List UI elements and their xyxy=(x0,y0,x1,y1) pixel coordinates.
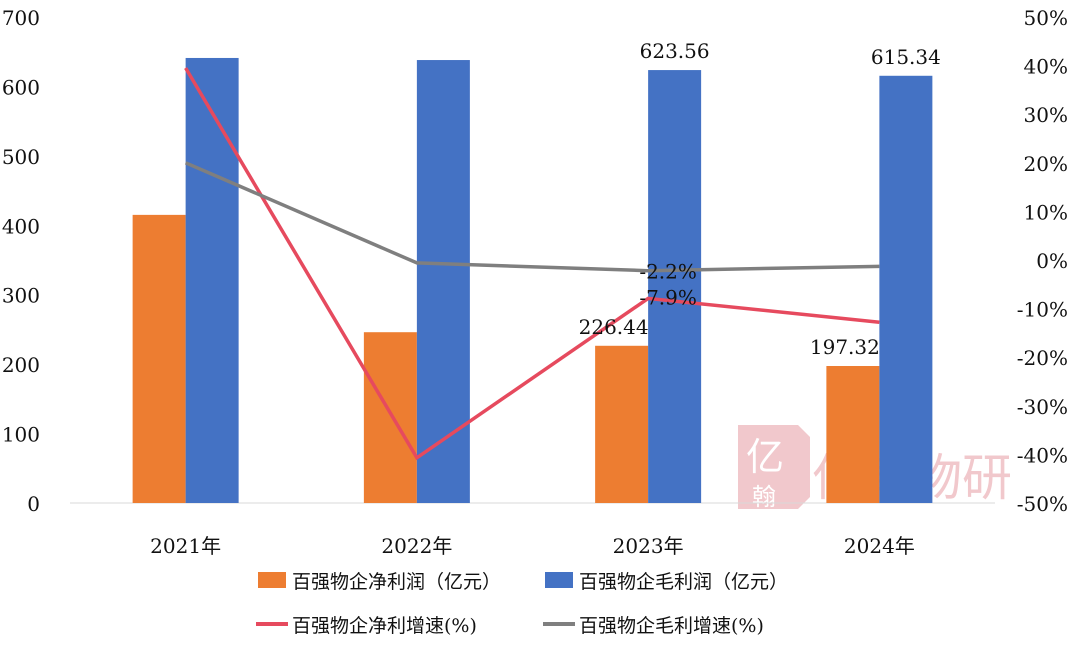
legend-label: 百强物企毛利润（亿元） xyxy=(579,571,788,593)
x-tick: 2022年 xyxy=(381,534,452,558)
y-right-tick: 40% xyxy=(1024,55,1068,79)
bar-label: 226.44 xyxy=(579,315,649,339)
y-right-tick: 0% xyxy=(1036,249,1068,273)
bar-net xyxy=(133,215,186,503)
line-label: -2.2% xyxy=(639,260,697,284)
x-tick: 2021年 xyxy=(150,534,221,558)
bar-gross xyxy=(186,58,239,503)
x-tick: 2023年 xyxy=(613,534,684,558)
line-label: -7.9% xyxy=(639,285,697,309)
y-left-tick: 600 xyxy=(2,75,40,99)
y-right-tick: 50% xyxy=(1024,6,1068,30)
y-right-tick: -40% xyxy=(1017,443,1068,467)
bar-label: 197.32 xyxy=(810,335,880,359)
legend-label: 百强物企净利润（亿元） xyxy=(292,571,501,593)
y-right-tick: 20% xyxy=(1024,152,1068,176)
y-left-tick: 300 xyxy=(2,284,40,308)
y-left-tick: 700 xyxy=(2,6,40,30)
bar-net xyxy=(595,346,648,503)
legend-swatch xyxy=(258,572,286,588)
y-left-tick: 100 xyxy=(2,423,40,447)
legend-label: 百强物企毛利增速(%) xyxy=(579,615,764,637)
y-right-tick: -20% xyxy=(1017,346,1068,370)
y-left-tick: 200 xyxy=(2,353,40,377)
y-right-tick: -30% xyxy=(1017,395,1068,419)
bar-gross xyxy=(417,60,470,503)
y-left-tick: 0 xyxy=(27,492,40,516)
svg-text:亿: 亿 xyxy=(746,435,784,479)
legend-label: 百强物企净利增速(%) xyxy=(292,615,477,637)
line-net-growth xyxy=(186,68,880,458)
bar-net xyxy=(364,332,417,503)
bar-label: 623.56 xyxy=(640,39,710,63)
bar-gross xyxy=(879,76,932,503)
bar-label: 615.34 xyxy=(871,45,941,69)
y-left-tick: 400 xyxy=(2,214,40,238)
svg-text:翰: 翰 xyxy=(752,483,776,511)
y-left-tick: 500 xyxy=(2,145,40,169)
legend-swatch xyxy=(545,572,573,588)
line-gross-growth xyxy=(186,163,880,271)
x-tick: 2024年 xyxy=(844,534,915,558)
y-right-tick: 30% xyxy=(1024,103,1068,127)
bar-net xyxy=(826,366,879,503)
y-right-tick: -10% xyxy=(1017,298,1068,322)
y-right-tick: -50% xyxy=(1017,492,1068,516)
y-right-tick: 10% xyxy=(1024,200,1068,224)
